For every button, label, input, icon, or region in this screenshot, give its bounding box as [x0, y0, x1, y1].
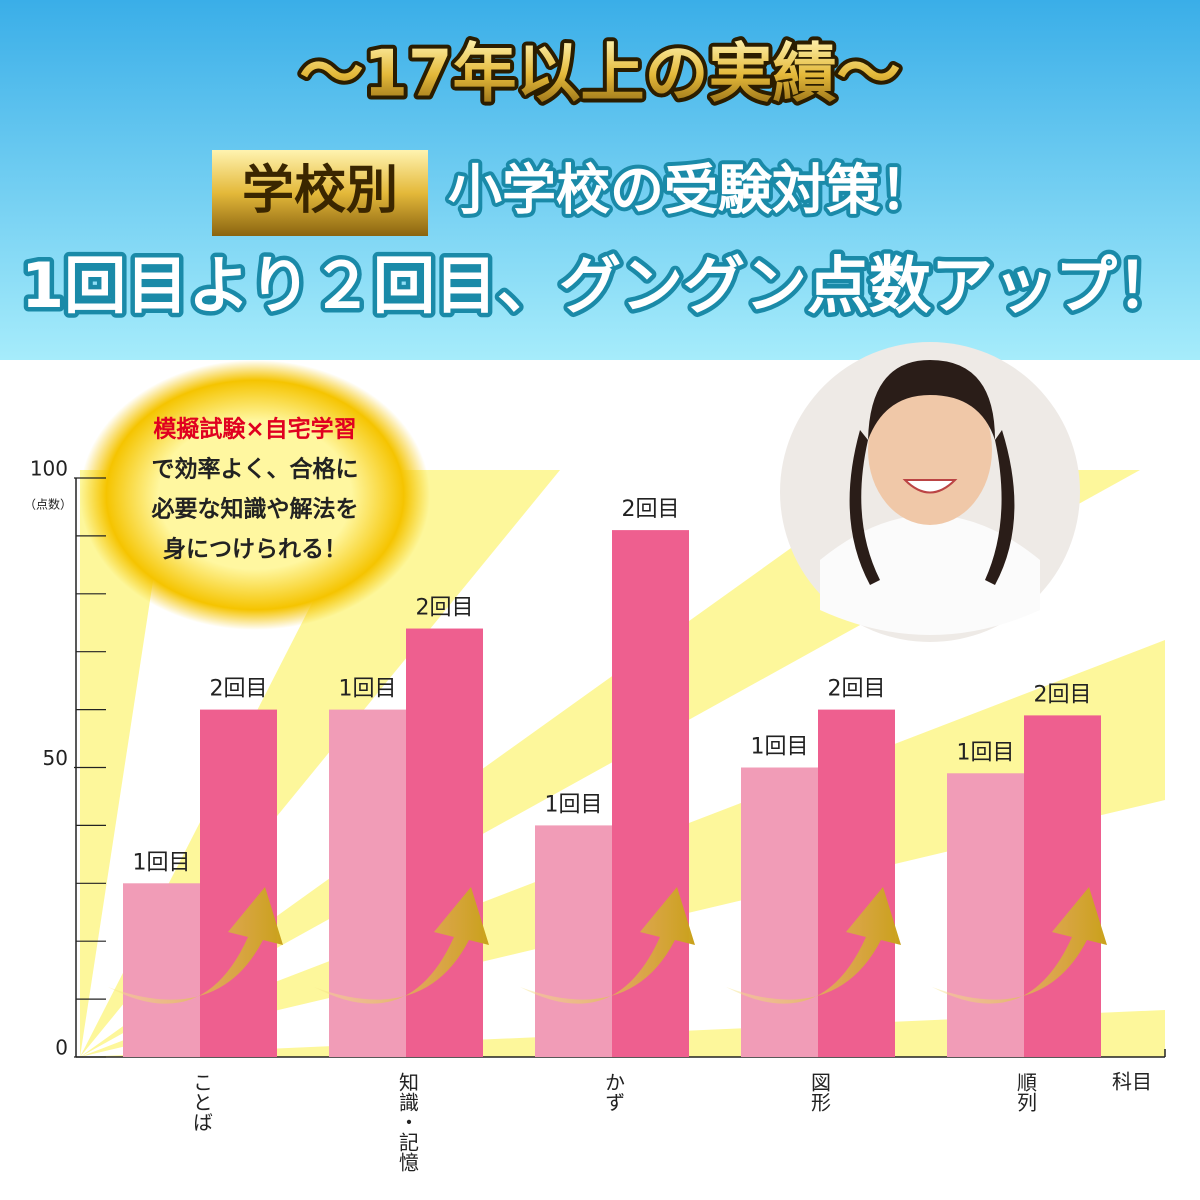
bar — [535, 825, 612, 1057]
x-tick-label: 知識・記憶 — [396, 1072, 420, 1172]
bar — [1024, 715, 1101, 1057]
bar-label: 1回目 — [751, 735, 809, 760]
bar-label: 1回目 — [957, 740, 1015, 765]
y-tick-label: 100 — [30, 457, 68, 481]
y-tick-label: 0 — [55, 1036, 68, 1060]
x-tick-label: ことば — [190, 1072, 214, 1132]
bubble-line: 模擬試験×自宅学習 — [153, 416, 356, 443]
bubble-line: 身につけられる！ — [163, 536, 347, 563]
growth-arrow — [108, 887, 283, 1004]
bar-label: 2回目 — [1034, 682, 1092, 707]
badge: 学校別 — [242, 161, 398, 221]
bar-label: 2回目 — [210, 677, 268, 702]
badge-bg — [212, 150, 428, 236]
x-tick-label: 順列 — [1014, 1072, 1038, 1112]
header-bg — [0, 0, 1200, 360]
bar — [612, 530, 689, 1057]
subtitle: 小学校の受験対策！ — [448, 159, 934, 222]
bar-label: 2回目 — [622, 497, 680, 522]
bar-label: 2回目 — [828, 677, 886, 702]
bubble-line: で効率よく、合格に — [152, 456, 359, 483]
bar-label: 1回目 — [133, 850, 191, 875]
bubble-bg — [80, 360, 430, 630]
bar-label: 2回目 — [416, 596, 474, 621]
y-axis-label: （点数） — [24, 497, 72, 512]
photo — [780, 342, 1080, 642]
growth-arrow — [520, 887, 695, 1004]
bar — [741, 767, 818, 1057]
bar-label: 1回目 — [545, 792, 603, 817]
growth-arrow — [932, 887, 1107, 1004]
bar — [406, 628, 483, 1057]
bar — [200, 709, 277, 1057]
y-tick-label: 50 — [43, 746, 68, 770]
bar-label: 1回目 — [339, 677, 397, 702]
x-axis-label: 科目 — [1112, 1070, 1152, 1094]
x-tick-label: かず — [602, 1072, 626, 1112]
bar — [947, 773, 1024, 1057]
title: 〜17年以上の実績〜 — [299, 38, 900, 112]
bubble-line: 必要な知識や解法を — [152, 496, 359, 523]
bar — [123, 883, 200, 1057]
growth-arrow — [726, 887, 901, 1004]
growth-arrow — [314, 887, 489, 1004]
bar — [818, 709, 895, 1057]
headline: 1回目より２回目、グングン点数アップ！ — [21, 249, 1179, 322]
x-tick-label: 図形 — [808, 1072, 832, 1112]
bar — [329, 709, 406, 1057]
